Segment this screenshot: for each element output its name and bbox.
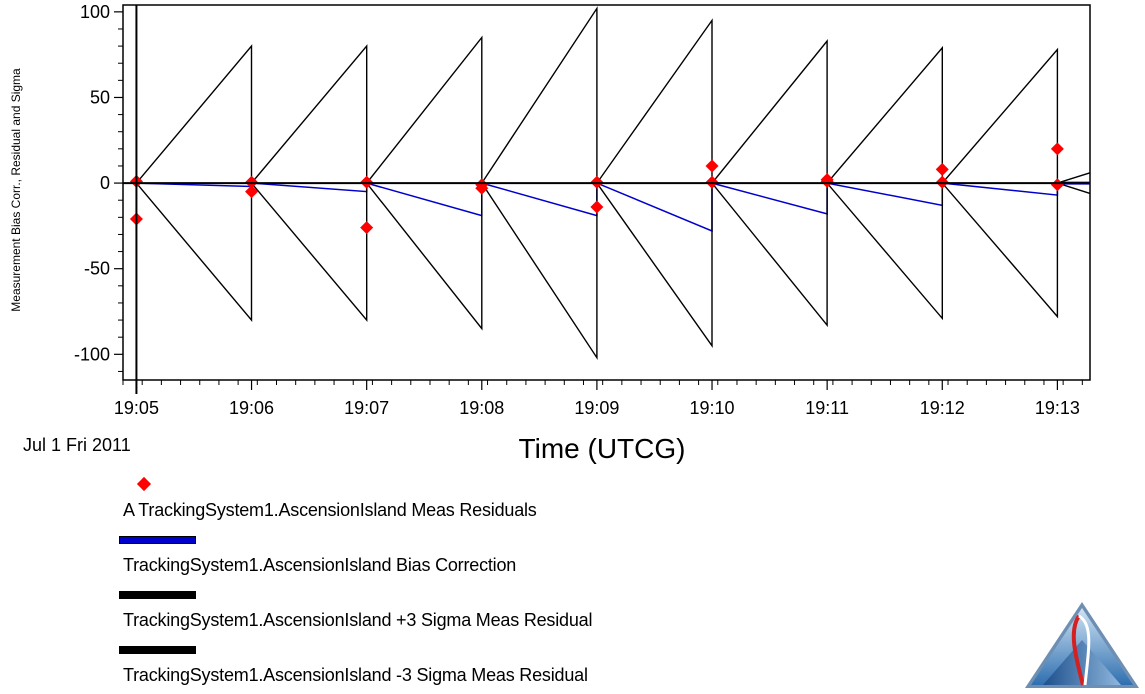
legend-item-residuals: A TrackingSystem1.AscensionIsland Meas R… xyxy=(119,474,819,529)
residual-marker xyxy=(360,221,374,235)
x-date-label: Jul 1 Fri 2011 xyxy=(23,435,131,455)
x-tick-label: 19:09 xyxy=(574,398,619,418)
y-tick-label: 0 xyxy=(100,173,110,193)
residual-marker xyxy=(935,162,949,176)
y-tick-label: 100 xyxy=(80,2,110,22)
y-tick-label: -100 xyxy=(74,344,110,364)
residual-marker xyxy=(590,200,604,214)
x-tick-label: 19:11 xyxy=(805,398,849,418)
x-tick-label: 19:05 xyxy=(114,398,159,418)
y-tick-label: 50 xyxy=(90,87,110,107)
legend-marker-diamond xyxy=(136,476,152,492)
legend-label-bias: TrackingSystem1.AscensionIsland Bias Cor… xyxy=(123,555,517,575)
x-tick-label: 19:12 xyxy=(920,398,965,418)
series-line-2 xyxy=(135,6,1091,186)
legend-marker-bias-line xyxy=(119,536,196,544)
legend-label-minus-sigma: TrackingSystem1.AscensionIsland -3 Sigma… xyxy=(123,665,588,685)
legend-item-minus-sigma: TrackingSystem1.AscensionIsland -3 Sigma… xyxy=(119,639,819,694)
x-tick-label: 19:10 xyxy=(690,398,735,418)
legend-marker-minus-sigma-line xyxy=(119,646,196,654)
legend: A TrackingSystem1.AscensionIsland Meas R… xyxy=(119,474,819,694)
x-tick-label: 19:13 xyxy=(1035,398,1080,418)
residual-marker xyxy=(475,181,489,195)
chart: -100 -50 0 50 100 19:05 19:06 19:07 19:08 19:09 19… xyxy=(9,2,1091,464)
residual-marker xyxy=(1050,178,1064,192)
legend-item-plus-sigma: TrackingSystem1.AscensionIsland +3 Sigma… xyxy=(119,584,819,639)
legend-label-plus-sigma: TrackingSystem1.AscensionIsland +3 Sigma… xyxy=(123,610,593,630)
y-axis-label: Measurement Bias Corr., Residual and Sig… xyxy=(9,68,23,312)
x-axis-label: Time (UTCG) xyxy=(519,433,686,464)
legend-marker-plus-sigma-line xyxy=(119,591,196,599)
series-line-3 xyxy=(135,180,1091,361)
x-tick-label: 19:06 xyxy=(229,398,274,418)
residual-marker xyxy=(820,174,834,188)
agi-logo-icon xyxy=(1025,602,1139,688)
y-tick-label: -50 xyxy=(84,259,110,279)
x-tick-label: 19:07 xyxy=(344,398,389,418)
residual-marker xyxy=(1050,142,1064,156)
legend-item-bias: TrackingSystem1.AscensionIsland Bias Cor… xyxy=(119,529,819,584)
residual-marker xyxy=(245,185,259,199)
x-tick-label: 19:08 xyxy=(459,398,504,418)
legend-label-residuals: A TrackingSystem1.AscensionIsland Meas R… xyxy=(123,500,537,520)
plot-border xyxy=(122,4,1091,381)
residual-marker xyxy=(705,159,719,173)
series-line-1 xyxy=(136,181,1090,233)
